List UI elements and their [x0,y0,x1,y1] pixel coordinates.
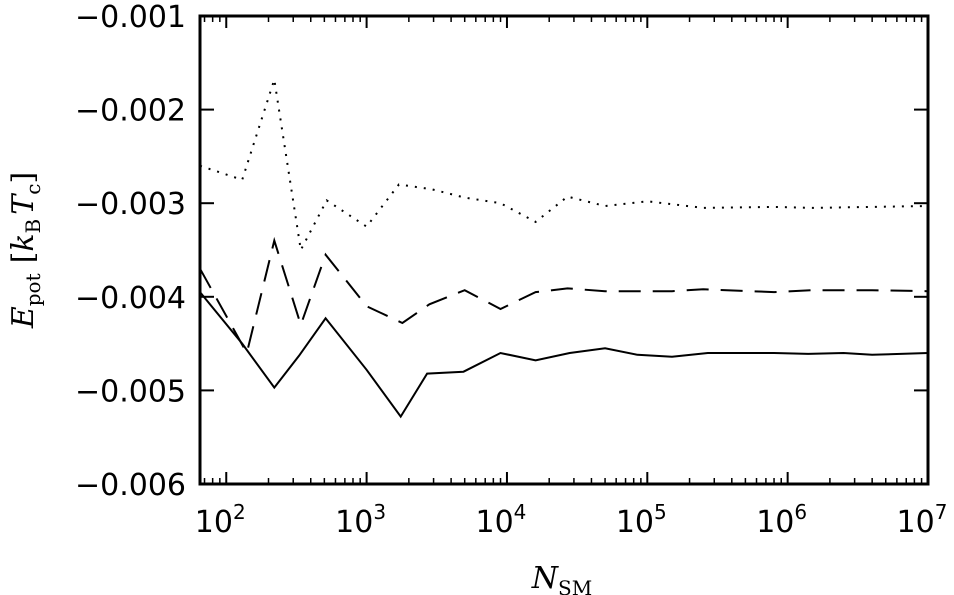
series-layer [199,79,929,419]
plot-frame [198,14,930,486]
y-tick-label: −0.003 [75,187,186,222]
x-tick-label: 106 [756,500,807,540]
x-tick-label: 107 [897,500,948,540]
y-tick-label: −0.004 [75,281,186,316]
series-line-solid [199,291,929,419]
y-axis-label: Epot[kBTc] [6,172,45,329]
x-tick-label: 105 [616,500,667,540]
x-tick-label: 104 [475,500,526,540]
x-axis-label: NSM [531,561,592,595]
y-tick-label: −0.001 [75,0,186,35]
y-tick-label: −0.002 [75,94,186,129]
series-line-dotted [199,79,929,254]
x-tick-label: 103 [335,500,386,540]
y-tick-label: −0.006 [75,468,186,503]
ticks-layer: 102 103 104 105 106 107 −0.001 −0.002 −0.003 −0.0… [75,0,947,540]
x-tick-label: 102 [195,500,246,540]
y-tick-label: −0.005 [75,374,186,409]
series-line-dashed [199,236,929,356]
